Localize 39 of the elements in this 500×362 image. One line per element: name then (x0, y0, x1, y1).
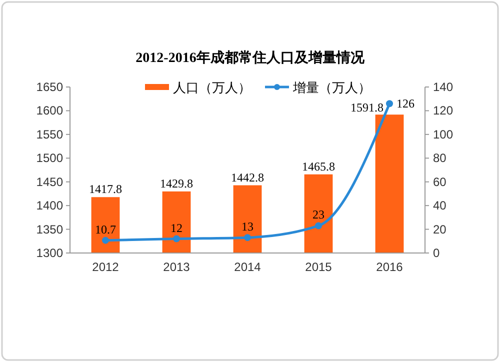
y-tick-label: 1400 (36, 198, 64, 213)
point (244, 234, 251, 242)
y2-tick-label: 80 (433, 151, 447, 166)
y2-tick-label: 0 (433, 246, 440, 260)
y2-tick-label: 140 (433, 80, 454, 94)
y2-tick-label: 60 (433, 174, 447, 189)
y-tick-label: 1500 (36, 151, 64, 166)
y-tick-label: 1300 (36, 246, 64, 260)
point (386, 100, 393, 108)
y2-tick-label: 120 (433, 104, 454, 118)
data-label: 1442.8 (231, 170, 264, 184)
point (173, 235, 180, 242)
legend-label: 人口（万人） (173, 80, 251, 95)
x-tick-label: 2016 (376, 260, 404, 274)
y2-tick-label: 100 (433, 127, 454, 142)
data-label: 23 (312, 208, 324, 222)
x-tick-label: 2012 (92, 260, 120, 274)
y-tick-label: 1450 (36, 174, 64, 189)
data-label: 13 (242, 220, 254, 234)
data-label: 12 (170, 220, 182, 235)
data-label: 126 (396, 96, 414, 111)
x-tick-label: 2013 (163, 260, 190, 274)
point (315, 222, 322, 230)
data-label: 1429.8 (160, 176, 193, 190)
data-label: 1591.8 (350, 100, 384, 115)
y-tick-label: 1600 (36, 104, 64, 118)
data-label: 1417.8 (89, 182, 122, 196)
y2-tick-label: 20 (433, 222, 447, 236)
x-tick-label: 2015 (305, 260, 332, 274)
point (102, 236, 109, 244)
y-tick-label: 1550 (36, 127, 64, 142)
data-label: 1465.8 (302, 159, 335, 174)
legend-label: 增量（万人） (292, 80, 371, 95)
y2-tick-label: 40 (433, 198, 447, 213)
x-tick-label: 2014 (234, 260, 262, 274)
chart-title: 2012-2016年成都常住人口及增量情况 (136, 50, 366, 66)
y-tick-label: 1650 (36, 80, 64, 94)
y-tick-label: 1350 (36, 222, 64, 236)
data-label: 10.7 (95, 222, 116, 236)
